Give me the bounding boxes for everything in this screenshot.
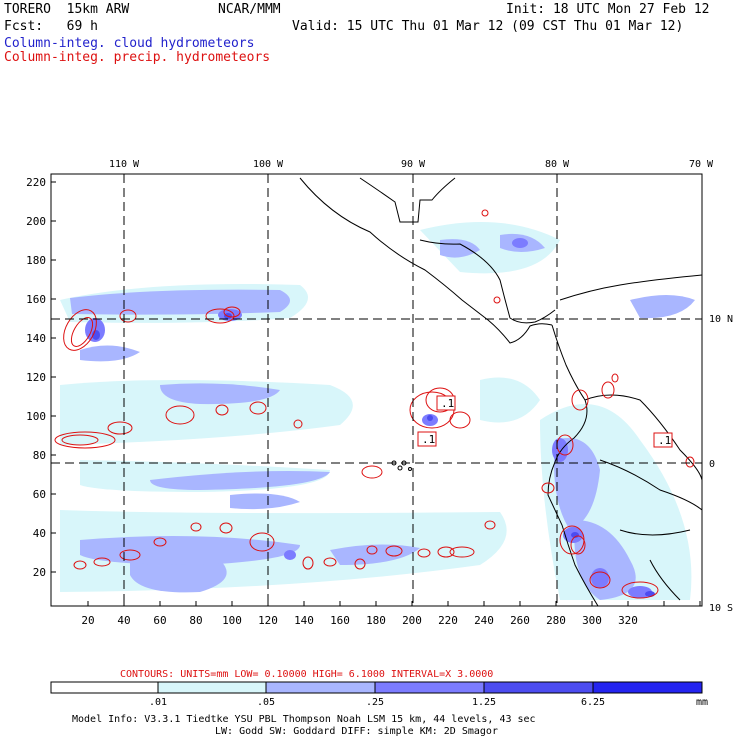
- model-title: TORERO 15km ARW: [4, 2, 130, 17]
- x-tick-label: 240: [474, 614, 494, 627]
- footer-physics-info: LW: Godd SW: Goddard DIFF: simple KM: 2D…: [215, 726, 498, 737]
- x-tick-label: 20: [81, 614, 94, 627]
- colorbar-label: 1.25: [472, 697, 496, 708]
- x-tick-label: 100: [222, 614, 242, 627]
- colorbar-segment: [592, 681, 703, 694]
- colorbar-segment: [157, 681, 267, 694]
- colorbar-label: .25: [366, 697, 384, 708]
- lon-label: 80 W: [545, 159, 570, 170]
- cloud-field: [60, 222, 695, 600]
- legend-precip: Column-integ. precip. hydrometeors: [4, 50, 271, 65]
- forecast-hour: Fcst: 69 h: [4, 19, 98, 34]
- x-tick-label: 80: [189, 614, 202, 627]
- x-tick-label: 40: [117, 614, 130, 627]
- lon-label: 110 W: [109, 159, 140, 170]
- y-tick-label: 180: [26, 254, 46, 267]
- x-tick-marks: [87, 601, 701, 606]
- x-tick-label: 140: [294, 614, 314, 627]
- contour-label: .1: [422, 433, 435, 446]
- contour-label: .1: [441, 397, 454, 410]
- y-tick-label: 60: [33, 488, 46, 501]
- contour-info: CONTOURS: UNITS=mm LOW= 0.10000 HIGH= 6.…: [120, 669, 493, 680]
- x-tick-label: 220: [438, 614, 458, 627]
- graticule: [51, 174, 702, 606]
- x-tick-label: 180: [366, 614, 386, 627]
- colorbar-segment: [265, 681, 376, 694]
- y-tick-label: 20: [33, 566, 46, 579]
- x-tick-label: 160: [330, 614, 350, 627]
- x-tick-label: 320: [618, 614, 638, 627]
- y-tick-label: 220: [26, 176, 46, 189]
- lat-label: 10 N: [709, 314, 733, 325]
- x-tick-label: 280: [546, 614, 566, 627]
- lon-label: 100 W: [253, 159, 284, 170]
- y-tick-label: 80: [33, 449, 46, 462]
- x-tick-label: 200: [402, 614, 422, 627]
- colorbar-label: .05: [257, 697, 275, 708]
- init-time: Init: 18 UTC Mon 27 Feb 12: [506, 2, 710, 17]
- colorbar-segment: [483, 681, 594, 694]
- colorbar-units: mm: [696, 697, 708, 708]
- contour-label-boxes: [417, 395, 673, 448]
- colorbar-label: 6.25: [581, 697, 605, 708]
- y-tick-label: 140: [26, 332, 46, 345]
- y-tick-label: 160: [26, 293, 46, 306]
- y-tick-label: 40: [33, 527, 46, 540]
- lon-label: 70 W: [689, 159, 714, 170]
- lon-label: 90 W: [401, 159, 426, 170]
- footer-model-info: Model Info: V3.3.1 Tiedtke YSU PBL Thomp…: [72, 714, 536, 725]
- valid-time: Valid: 15 UTC Thu 01 Mar 12 (09 CST Thu …: [292, 19, 684, 34]
- colorbar: [50, 681, 703, 694]
- lat-label: 10 S: [709, 603, 733, 614]
- x-tick-label: 60: [153, 614, 166, 627]
- colorbar-segment: [374, 681, 485, 694]
- precip-contours: [54, 209, 695, 599]
- contour-label: .1: [658, 434, 671, 447]
- x-tick-label: 300: [582, 614, 602, 627]
- x-tick-label: 260: [510, 614, 530, 627]
- x-tick-label: 120: [258, 614, 278, 627]
- y-tick-label: 100: [26, 410, 46, 423]
- organization: NCAR/MMM: [218, 2, 281, 17]
- colorbar-segment: [50, 681, 159, 694]
- y-tick-label: 120: [26, 371, 46, 384]
- colorbar-label: .01: [149, 697, 167, 708]
- lat-label: 0: [709, 459, 715, 470]
- y-tick-marks: [51, 181, 56, 573]
- legend-cloud: Column-integ. cloud hydrometeors: [4, 36, 255, 51]
- y-tick-label: 200: [26, 215, 46, 228]
